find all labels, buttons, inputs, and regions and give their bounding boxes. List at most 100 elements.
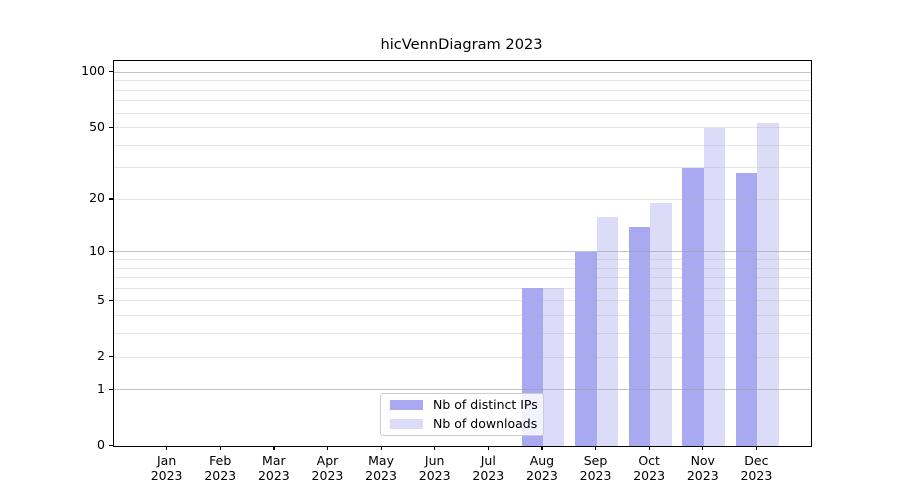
x-tick-apr [326,446,329,450]
bar-nov-downloads [703,127,726,446]
major-gridline-100 [114,71,811,73]
y-tick-0 [109,445,113,447]
x-tick-year: 2023 [204,468,237,483]
bar-oct-downloads [650,203,672,446]
x-tick-year: 2023 [311,468,344,483]
y-tick-20 [109,198,113,200]
x-tick-label-mar: Mar 2023 [242,453,306,483]
y-tick-label-10: 10 [89,242,105,258]
bar-dec-downloads [757,122,779,446]
x-tick-label-jul: Jul 2023 [456,453,520,483]
x-tick-feb [219,446,221,450]
bar-aug-downloads [542,288,565,446]
minor-gridline-70 [114,100,811,102]
legend: Nb of distinct IPs Nb of downloads [380,393,544,436]
bar-oct-ips [628,226,651,446]
minor-gridline-90 [114,80,811,82]
x-tick-month: Nov [690,453,715,468]
x-tick-nov [702,446,704,450]
y-tick-10 [109,250,113,252]
minor-gridline-8 [114,267,811,269]
x-tick-oct [648,446,650,450]
x-tick-year: 2023 [740,468,773,483]
major-gridline-10 [114,251,811,253]
bar-nov-ips [682,167,704,446]
x-tick-month: Apr [316,453,339,468]
x-tick-month: Dec [744,453,769,468]
y-tick-label-20: 20 [89,190,105,206]
x-tick-aug [541,446,543,450]
x-tick-year: 2023 [686,468,719,483]
x-tick-month: Mar [262,453,286,468]
x-tick-label-nov: Nov 2023 [671,453,735,483]
legend-label-downloads: Nb of downloads [433,416,538,431]
minor-gridline-7 [114,277,811,279]
minor-gridline-40 [114,144,811,146]
minor-gridline-5 [114,300,811,302]
x-tick-label-oct: Oct 2023 [617,453,681,483]
x-tick-year: 2023 [472,468,505,483]
x-tick-may [380,446,382,450]
x-tick-label-sep: Sep 2023 [564,453,628,483]
x-tick-month: Jun [424,453,445,468]
x-tick-year: 2023 [418,468,451,483]
x-tick-label-may: May 2023 [349,453,413,483]
minor-gridline-60 [114,112,811,114]
x-tick-year: 2023 [150,468,183,483]
x-tick-mar [273,446,275,450]
y-tick-label-100: 100 [81,63,105,79]
x-tick-year: 2023 [257,468,290,483]
x-tick-year: 2023 [526,468,558,483]
x-tick-jun [434,446,436,450]
x-tick-label-dec: Dec 2023 [724,453,788,483]
bar-dec-ips [735,173,758,446]
minor-gridline-30 [114,167,811,169]
bar-sep-downloads [596,216,618,446]
y-tick-5 [109,299,113,302]
y-tick-label-1: 1 [97,380,105,396]
y-tick-label-2: 2 [97,348,105,364]
x-tick-label-jan: Jan 2023 [135,453,199,483]
x-tick-label-apr: Apr 2023 [295,453,359,483]
x-tick-month: Jul [480,453,496,468]
x-tick-jul [487,446,489,450]
minor-gridline-4 [114,315,811,317]
y-tick-1 [109,388,113,391]
x-tick-month: Oct [638,453,660,468]
chart-title: hicVennDiagram 2023 [380,36,543,53]
major-gridline-1 [114,389,811,391]
plot-area: Nb of distinct IPs Nb of downloads [113,60,812,447]
x-tick-year: 2023 [633,468,666,483]
y-tick-2 [109,356,113,358]
minor-gridline-6 [114,287,811,289]
x-tick-dec [755,446,758,450]
x-tick-sep [595,446,597,450]
x-tick-year: 2023 [365,468,397,483]
legend-label-ips: Nb of distinct IPs [433,397,538,412]
y-tick-50 [109,126,113,128]
x-tick-label-jun: Jun 2023 [403,453,467,483]
x-tick-month: Jan [156,453,177,468]
x-tick-month: May [368,453,394,468]
minor-gridline-50 [114,127,811,129]
y-tick-label-5: 5 [97,291,105,307]
legend-swatch-ips [390,400,423,410]
x-tick-month: Sep [583,453,608,468]
legend-entry-downloads: Nb of downloads [390,417,543,431]
x-tick-jan [166,446,168,450]
minor-gridline-2 [114,356,811,358]
y-tick-100 [109,71,113,73]
x-tick-year: 2023 [579,468,612,483]
minor-gridline-80 [114,89,811,91]
minor-gridline-9 [114,259,811,260]
y-tick-label-0: 0 [97,437,105,452]
y-tick-label-50: 50 [89,118,105,134]
x-tick-label-aug: Aug 2023 [510,453,574,483]
x-tick-label-feb: Feb 2023 [188,453,252,483]
minor-gridline-20 [114,198,811,200]
legend-entry-ips: Nb of distinct IPs [390,398,543,412]
x-tick-month: Feb [209,453,232,468]
legend-swatch-downloads [390,419,423,429]
x-tick-month: Aug [529,453,555,468]
